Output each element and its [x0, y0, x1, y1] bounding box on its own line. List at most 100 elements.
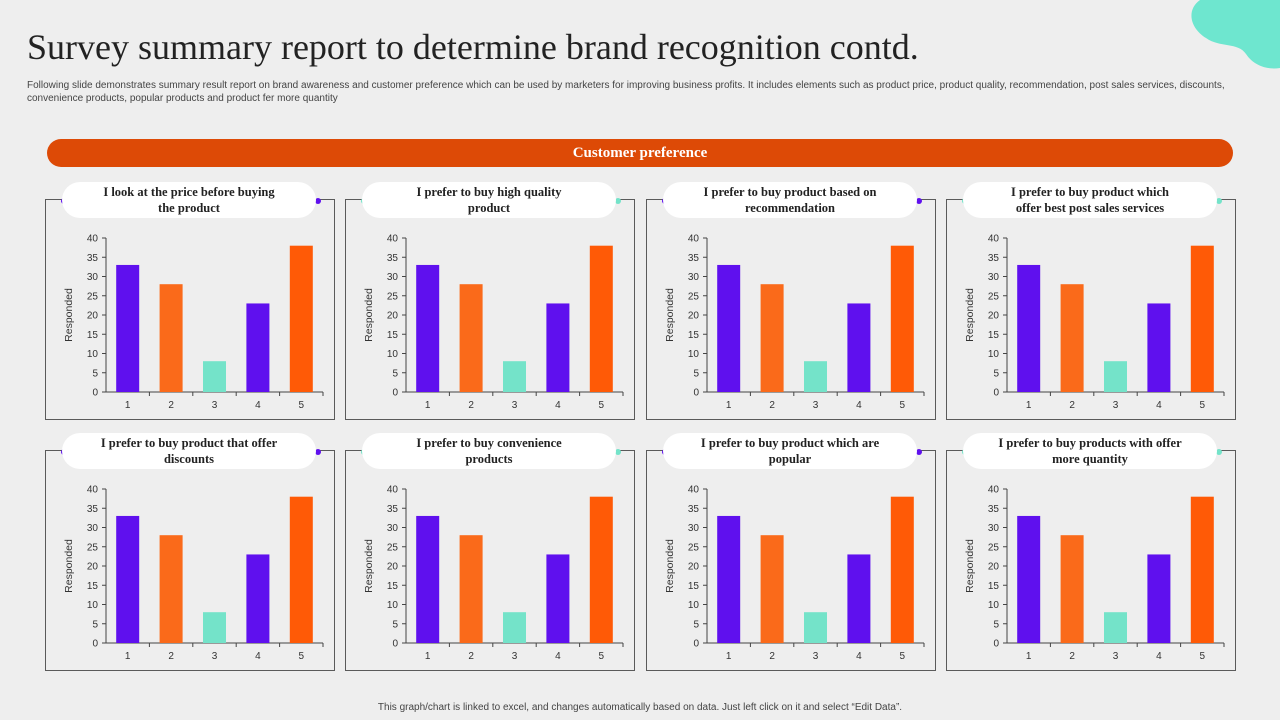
bar [847, 554, 871, 643]
y-tick-label: 40 [988, 234, 1000, 245]
bar [1017, 264, 1041, 392]
chart-title: I prefer to buy product based on recomme… [703, 185, 877, 215]
x-tick-label: 5 [299, 651, 305, 662]
x-tick-label: 2 [1069, 651, 1075, 662]
y-tick-label: 20 [387, 311, 399, 322]
bar [804, 361, 827, 392]
y-tick-label: 5 [92, 368, 98, 379]
y-tick-label: 20 [688, 311, 700, 322]
y-tick-label: 5 [993, 619, 999, 630]
x-tick-label: 4 [255, 651, 261, 662]
y-tick-label: 35 [688, 504, 700, 515]
y-axis-label: Responded [63, 288, 75, 342]
x-tick-label: 2 [168, 651, 174, 662]
chart-panel: 0 5 10 15 20 25 30 35 40 Responded 1 2 3 4 5 I prefer t… [345, 182, 635, 420]
y-axis-label: Responded [664, 288, 676, 342]
x-tick-label: 4 [1156, 651, 1162, 662]
bar [203, 361, 226, 392]
decorative-dot [615, 449, 621, 455]
y-tick-label: 25 [988, 542, 1000, 553]
y-tick-label: 15 [688, 581, 700, 592]
y-tick-label: 25 [688, 542, 700, 553]
chart-title: I prefer to buy product which are popula… [700, 436, 880, 466]
y-tick-label: 0 [693, 388, 699, 399]
y-tick-label: 25 [87, 542, 99, 553]
y-tick-label: 15 [387, 330, 399, 341]
bar [1060, 535, 1084, 643]
y-tick-label: 20 [87, 562, 99, 573]
x-tick-label: 5 [900, 400, 906, 411]
decorative-dot [315, 449, 321, 455]
y-tick-label: 10 [387, 349, 399, 360]
decorative-dot [1216, 449, 1222, 455]
y-tick-label: 30 [988, 523, 1000, 534]
y-tick-label: 35 [988, 504, 1000, 515]
chart-title-pill: I prefer to buy convenience products [362, 433, 616, 469]
bar [246, 303, 270, 392]
x-tick-label: 3 [212, 651, 218, 662]
bar [804, 612, 827, 643]
bar [847, 303, 871, 392]
x-tick-label: 1 [1026, 400, 1032, 411]
y-tick-label: 40 [688, 485, 700, 496]
chart-title: I prefer to buy product which offer best… [1010, 185, 1169, 215]
x-tick-label: 3 [512, 651, 518, 662]
chart-title-pill: I prefer to buy product based on recomme… [663, 182, 917, 218]
y-axis-label: Responded [964, 539, 976, 593]
chart-title-pill: I prefer to buy product which are popula… [663, 433, 917, 469]
chart-title: I look at the price before buying the pr… [103, 185, 275, 215]
bar [890, 496, 914, 643]
y-tick-label: 35 [688, 253, 700, 264]
bar [589, 245, 613, 392]
bar [416, 264, 440, 392]
bar [589, 496, 613, 643]
decorative-dot [916, 449, 922, 455]
x-tick-label: 1 [125, 400, 131, 411]
x-tick-label: 2 [769, 400, 775, 411]
x-tick-label: 1 [125, 651, 131, 662]
chart-title-pill: I prefer to buy products with offer more… [963, 433, 1217, 469]
bar-chart: 0 5 10 15 20 25 30 35 40 Responded 1 2 3 4 5 [964, 485, 1225, 662]
bar-chart: 0 5 10 15 20 25 30 35 40 Responded 1 2 3 4 5 [363, 485, 624, 662]
y-tick-label: 0 [392, 639, 398, 650]
bar-chart: 0 5 10 15 20 25 30 35 40 Responded 1 2 3 4 5 [664, 234, 925, 411]
x-tick-label: 1 [425, 400, 431, 411]
decorative-dot [315, 198, 321, 204]
y-tick-label: 30 [988, 272, 1000, 283]
y-tick-label: 35 [988, 253, 1000, 264]
y-tick-label: 5 [392, 619, 398, 630]
y-axis-label: Responded [363, 288, 375, 342]
bar [203, 612, 226, 643]
y-tick-label: 0 [392, 388, 398, 399]
x-tick-label: 5 [900, 651, 906, 662]
x-tick-label: 2 [468, 651, 474, 662]
y-tick-label: 15 [688, 330, 700, 341]
y-tick-label: 15 [87, 330, 99, 341]
y-tick-label: 40 [387, 234, 399, 245]
bar [717, 515, 741, 643]
bar [459, 284, 483, 392]
x-tick-label: 1 [726, 651, 732, 662]
y-tick-label: 25 [87, 291, 99, 302]
y-tick-label: 0 [92, 639, 98, 650]
y-tick-label: 20 [988, 311, 1000, 322]
y-tick-label: 10 [87, 600, 99, 611]
bar [159, 535, 183, 643]
y-tick-label: 30 [87, 272, 99, 283]
decorative-dot [1216, 198, 1222, 204]
chart-panel: 0 5 10 15 20 25 30 35 40 Responded 1 2 3 4 5 I prefer t… [345, 433, 635, 671]
y-axis-label: Responded [964, 288, 976, 342]
bar [416, 515, 440, 643]
bar [717, 264, 741, 392]
customer-preference-banner: Customer preference [47, 139, 1233, 167]
y-tick-label: 0 [693, 639, 699, 650]
y-tick-label: 20 [387, 562, 399, 573]
x-tick-label: 4 [856, 651, 862, 662]
bar [546, 303, 570, 392]
y-tick-label: 5 [392, 368, 398, 379]
x-tick-label: 4 [555, 651, 561, 662]
page-subtitle: Following slide demonstrates summary res… [27, 80, 1225, 104]
x-tick-label: 5 [599, 400, 605, 411]
chart-panel: 0 5 10 15 20 25 30 35 40 Responded 1 2 3 4 5 I prefer t… [946, 182, 1236, 420]
banner-label: Customer preference [572, 144, 708, 161]
